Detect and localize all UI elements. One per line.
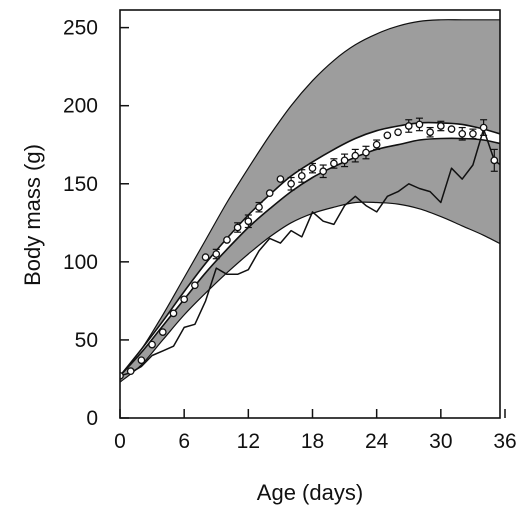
data-point <box>490 156 499 165</box>
x-axis-label: Age (days) <box>257 480 363 505</box>
data-point <box>126 367 135 376</box>
plot-content <box>120 19 508 383</box>
x-tick-label: 30 <box>429 430 452 453</box>
data-point <box>265 189 274 197</box>
x-tick-label: 18 <box>301 430 324 453</box>
plot-frame <box>119 9 501 419</box>
data-point <box>330 159 338 168</box>
data-point <box>502 145 508 151</box>
x-tick-label: 24 <box>365 430 389 453</box>
data-point <box>394 128 402 137</box>
data-point <box>469 129 477 138</box>
data-point <box>137 356 146 365</box>
data-point <box>436 122 445 130</box>
data-point <box>372 140 381 149</box>
y-tick-label: 250 <box>63 17 98 40</box>
data-point <box>383 131 392 140</box>
data-point <box>212 250 221 258</box>
y-tick-label: 100 <box>63 251 98 274</box>
data-point <box>223 236 231 244</box>
y-tick-label: 200 <box>63 95 98 118</box>
data-point <box>447 125 456 133</box>
data-point <box>308 164 317 173</box>
x-tick-label: 0 <box>114 430 126 453</box>
x-tick-label: 12 <box>237 430 260 453</box>
y-axis-label: Body mass (g) <box>20 144 45 286</box>
y-tick-label: 0 <box>86 407 98 430</box>
data-point <box>244 217 253 226</box>
y-tick-label: 150 <box>63 173 98 196</box>
axes: 0 50 100 150 200 250 0 6 12 18 24 30 36 <box>63 17 517 453</box>
data-point <box>201 253 210 262</box>
data-point <box>191 281 199 290</box>
data-point <box>169 309 178 318</box>
data-point <box>351 151 360 160</box>
data-point <box>404 122 413 130</box>
data-point <box>276 175 285 183</box>
observed-mass-line <box>120 128 500 377</box>
y-tick-label: 50 <box>75 329 98 352</box>
data-point <box>148 340 156 349</box>
data-point <box>233 223 242 232</box>
data-point <box>340 156 349 165</box>
data-point <box>319 167 328 176</box>
data-point <box>287 179 295 188</box>
data-point <box>180 295 189 304</box>
data-point <box>362 148 370 157</box>
data-point <box>479 123 488 132</box>
data-point <box>158 328 167 336</box>
data-point <box>426 128 434 137</box>
x-tick-label: 36 <box>493 430 516 453</box>
data-point <box>415 120 424 129</box>
data-point <box>255 203 263 212</box>
data-point <box>297 172 306 180</box>
shaded-range-band <box>120 19 500 383</box>
x-tick-label: 6 <box>178 430 190 453</box>
data-point <box>458 129 467 138</box>
